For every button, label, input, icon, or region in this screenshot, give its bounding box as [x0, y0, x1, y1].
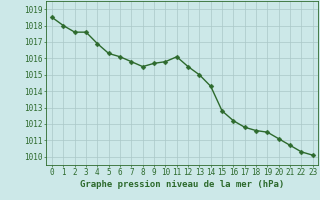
X-axis label: Graphe pression niveau de la mer (hPa): Graphe pression niveau de la mer (hPa) — [80, 180, 284, 189]
